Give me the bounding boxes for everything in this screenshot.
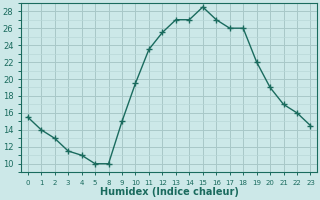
X-axis label: Humidex (Indice chaleur): Humidex (Indice chaleur) <box>100 187 239 197</box>
